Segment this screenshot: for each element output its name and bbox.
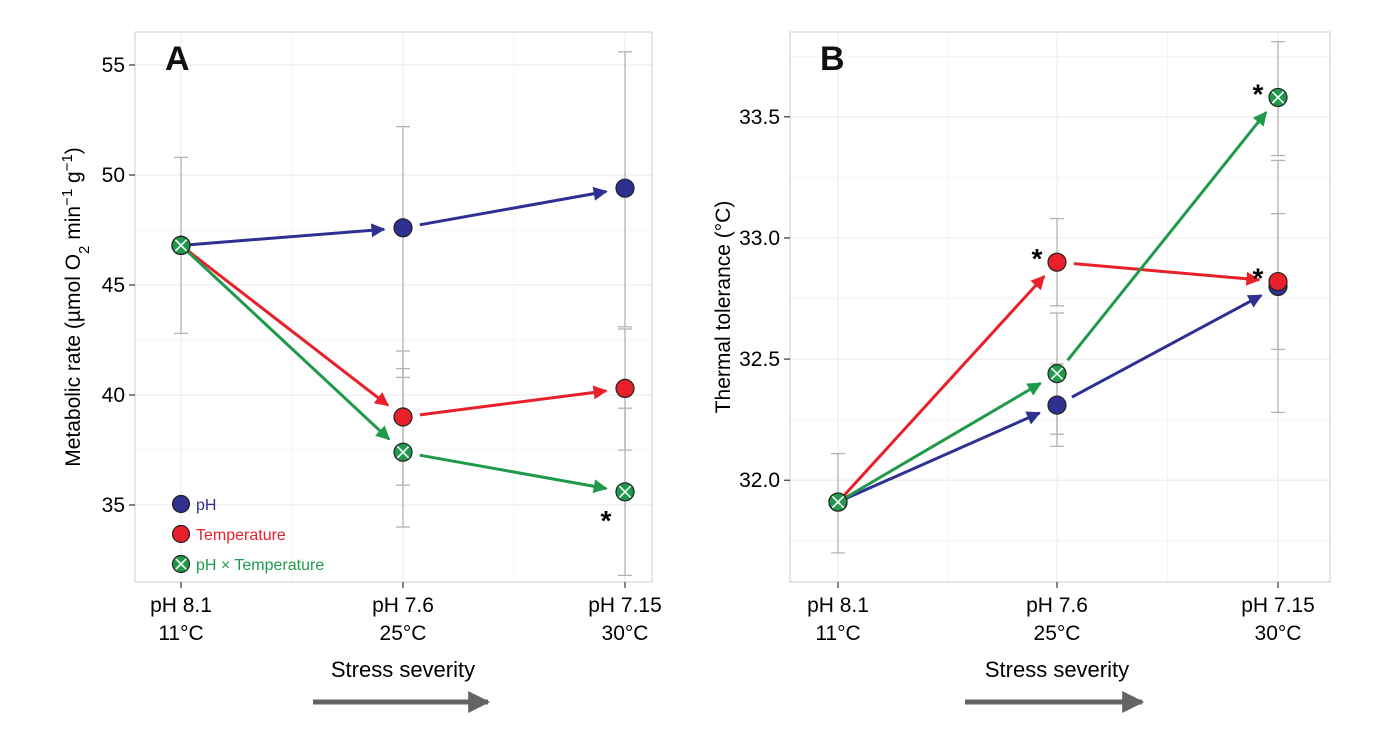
series-arrow-temperature <box>419 385 608 417</box>
point-temperature <box>393 407 413 427</box>
y-tick-label: 32.0 <box>739 469 780 492</box>
y-tick-label: 32.5 <box>739 348 780 371</box>
panel-label: B <box>820 40 845 78</box>
points <box>171 178 635 502</box>
stress-severity-label: Stress severity <box>985 657 1129 682</box>
error-bars <box>174 51 632 577</box>
point-cross-mark <box>831 495 845 509</box>
series-arrows <box>839 111 1268 502</box>
legend-label-ph: pH <box>196 497 216 514</box>
y-tick-label: 33.5 <box>739 106 780 129</box>
series-arrow-ph-x-temperature <box>1066 111 1268 362</box>
plot-frame <box>789 31 1331 583</box>
point-cross-mark <box>618 485 632 498</box>
x-tick-label-ph: pH 8.1 <box>807 594 869 617</box>
legend-label-temperature: Temperature <box>196 527 286 544</box>
legend: pH Temperature pH × Temperature <box>171 494 324 574</box>
x-tick-label-ph: pH 7.15 <box>1241 594 1315 617</box>
point-cross-mark <box>1050 367 1064 380</box>
y-tick-label: 50 <box>102 164 125 187</box>
x-tick-label-temp: 11°C <box>158 622 203 645</box>
y-tick-label: 40 <box>102 384 125 407</box>
y-axis-title: Metabolic rate (µmol O2 min−1 g−1) <box>59 147 93 467</box>
points <box>828 87 1288 512</box>
panel-label: A <box>165 40 190 78</box>
series-arrow-ph <box>184 223 386 247</box>
y-tick-label: 35 <box>102 494 125 517</box>
y-tick-label: 33.0 <box>739 227 780 250</box>
significance-stars: * * * <box>1032 78 1264 293</box>
x-tick-label-temp: 25°C <box>380 622 427 645</box>
point-cross-mark <box>1271 91 1285 104</box>
y-tick-label: 55 <box>102 54 125 77</box>
legend-marker-ph <box>171 494 191 514</box>
x-tick-label-ph: pH 7.6 <box>372 594 434 617</box>
series-arrow-ph <box>841 411 1041 502</box>
series-arrow-temperature <box>839 275 1046 501</box>
series-arrows <box>182 186 608 494</box>
x-tick-label-ph: pH 7.15 <box>588 594 662 617</box>
significance-stars: * <box>601 505 612 536</box>
significance-star: * <box>601 505 612 536</box>
significance-star: * <box>1032 243 1043 274</box>
point-temperature <box>615 378 635 398</box>
x-tick-label-temp: 25°C <box>1034 622 1081 645</box>
series-arrow-ph <box>419 186 608 227</box>
point-temperature <box>1047 252 1067 272</box>
point-cross-mark <box>396 446 410 459</box>
series-arrow-temperature <box>183 246 390 407</box>
point-cross-mark <box>174 239 188 252</box>
series-arrow-temperature <box>1073 262 1261 286</box>
x-tick-label-temp: 30°C <box>602 622 649 645</box>
series-arrow-ph-x-temperature <box>182 247 391 441</box>
y-tick-label: 45 <box>102 274 125 297</box>
y-axis-title: Thermal tolerance (°C) <box>712 201 735 414</box>
stress-severity-label: Stress severity <box>331 657 475 682</box>
panel-a-chart: 35 40 45 50 55 pH 8.1 11°C pH 7.6 25°C pH 7.15 30°… <box>59 31 662 713</box>
series-arrow-ph-x-temperature <box>419 453 608 494</box>
legend-marker-temperature <box>171 524 191 544</box>
series-arrow-ph <box>1071 294 1263 399</box>
point-ph <box>393 218 413 238</box>
legend-label-ph-x-temperature: pH × Temperature <box>196 557 324 574</box>
significance-star: * <box>1253 78 1264 109</box>
plot-frame <box>134 31 653 583</box>
x-tick-label-temp: 30°C <box>1255 622 1302 645</box>
panel-b-chart: 32.0 32.5 33.0 33.5 pH 8.1 11°C pH 7.6 25°C pH 7… <box>712 31 1331 713</box>
legend-cross-mark <box>175 558 187 570</box>
point-temperature <box>1268 271 1288 292</box>
x-tick-label-temp: 11°C <box>815 622 860 645</box>
grid <box>790 32 1330 582</box>
significance-star: * <box>1253 263 1264 294</box>
point-ph <box>615 178 635 198</box>
series-arrow-ph-x-temperature <box>840 381 1042 502</box>
x-tick-label-ph: pH 8.1 <box>150 594 212 617</box>
point-ph <box>1047 395 1067 415</box>
x-tick-label-ph: pH 7.6 <box>1026 594 1088 617</box>
